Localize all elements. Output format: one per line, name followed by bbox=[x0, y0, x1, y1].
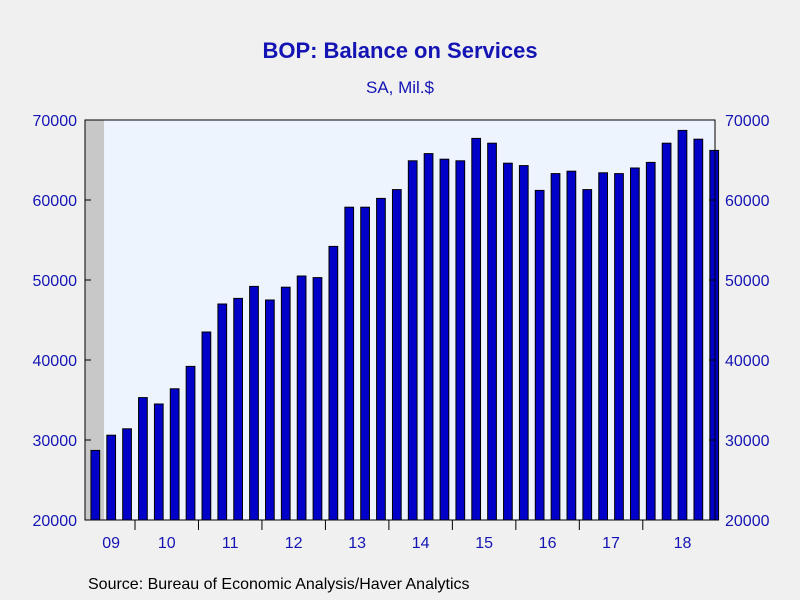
bar bbox=[645, 161, 656, 521]
x-tick-label: 17 bbox=[602, 535, 620, 552]
y-tick-label-right: 20000 bbox=[725, 513, 770, 530]
x-tick-label: 15 bbox=[475, 535, 493, 552]
bar bbox=[360, 206, 370, 521]
y-tick-label-left: 70000 bbox=[33, 113, 78, 130]
y-tick-label-right: 50000 bbox=[725, 273, 770, 290]
y-tick-label-left: 20000 bbox=[33, 513, 78, 530]
y-tick-label-right: 30000 bbox=[725, 433, 770, 450]
bar bbox=[106, 434, 117, 521]
bar bbox=[661, 142, 672, 521]
x-tick-label: 12 bbox=[285, 535, 303, 552]
y-tick-label-left: 60000 bbox=[33, 193, 78, 210]
bar bbox=[582, 189, 593, 521]
bar bbox=[296, 275, 307, 521]
bar bbox=[249, 285, 259, 521]
bar bbox=[487, 142, 497, 521]
bar bbox=[709, 149, 720, 521]
bar bbox=[518, 165, 529, 521]
bar bbox=[471, 137, 482, 521]
bar bbox=[201, 331, 212, 521]
bar bbox=[550, 173, 561, 521]
bar bbox=[280, 286, 291, 521]
chart-title: BOP: Balance on Services bbox=[262, 38, 538, 63]
bar bbox=[566, 170, 577, 521]
x-tick-label: 10 bbox=[158, 535, 176, 552]
bar bbox=[265, 299, 275, 521]
y-tick-label-right: 60000 bbox=[725, 193, 770, 210]
chart-subtitle: SA, Mil.$ bbox=[365, 78, 435, 97]
x-tick-label: 18 bbox=[674, 535, 692, 552]
bar bbox=[328, 245, 339, 521]
x-tick-label: 14 bbox=[412, 535, 430, 552]
bar bbox=[153, 403, 164, 521]
bar bbox=[344, 206, 355, 521]
bar bbox=[614, 173, 624, 521]
source-note: Source: Bureau of Economic Analysis/Have… bbox=[88, 576, 470, 593]
bar bbox=[423, 153, 434, 521]
bar bbox=[233, 297, 243, 521]
x-tick-label: 09 bbox=[102, 535, 120, 552]
bar bbox=[503, 162, 513, 521]
bar bbox=[455, 160, 466, 521]
x-tick-label: 16 bbox=[539, 535, 557, 552]
bar bbox=[439, 158, 450, 521]
bar bbox=[90, 449, 101, 521]
bar bbox=[629, 167, 640, 521]
bar bbox=[122, 428, 132, 521]
y-tick-label-left: 50000 bbox=[33, 273, 78, 290]
x-tick-label: 11 bbox=[222, 535, 239, 552]
bar bbox=[693, 138, 704, 521]
bar bbox=[376, 197, 386, 521]
y-tick-label-right: 70000 bbox=[725, 113, 770, 130]
bar bbox=[407, 160, 418, 521]
y-tick-label-right: 40000 bbox=[725, 353, 770, 370]
y-tick-label-left: 30000 bbox=[33, 433, 78, 450]
plot-frame bbox=[84, 119, 716, 521]
recession-shade bbox=[85, 120, 105, 520]
bar bbox=[677, 129, 688, 521]
bar bbox=[391, 189, 402, 521]
x-tick-label: 13 bbox=[348, 535, 366, 552]
bar bbox=[185, 365, 196, 521]
bar bbox=[169, 388, 180, 521]
bar bbox=[217, 303, 228, 521]
y-tick-label-left: 40000 bbox=[33, 353, 78, 370]
bar bbox=[534, 189, 545, 521]
bar bbox=[598, 172, 608, 521]
bar bbox=[312, 277, 323, 521]
bar bbox=[138, 397, 148, 521]
